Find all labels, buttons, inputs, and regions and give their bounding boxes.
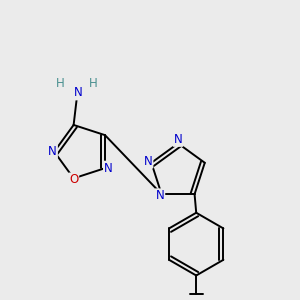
Text: N: N bbox=[104, 162, 113, 175]
Text: N: N bbox=[144, 154, 152, 168]
Text: N: N bbox=[155, 189, 164, 202]
Text: N: N bbox=[174, 133, 182, 146]
Text: O: O bbox=[69, 173, 78, 187]
Text: N: N bbox=[48, 145, 57, 158]
Text: H: H bbox=[56, 77, 65, 90]
Text: N: N bbox=[74, 86, 83, 99]
Text: H: H bbox=[89, 77, 98, 90]
